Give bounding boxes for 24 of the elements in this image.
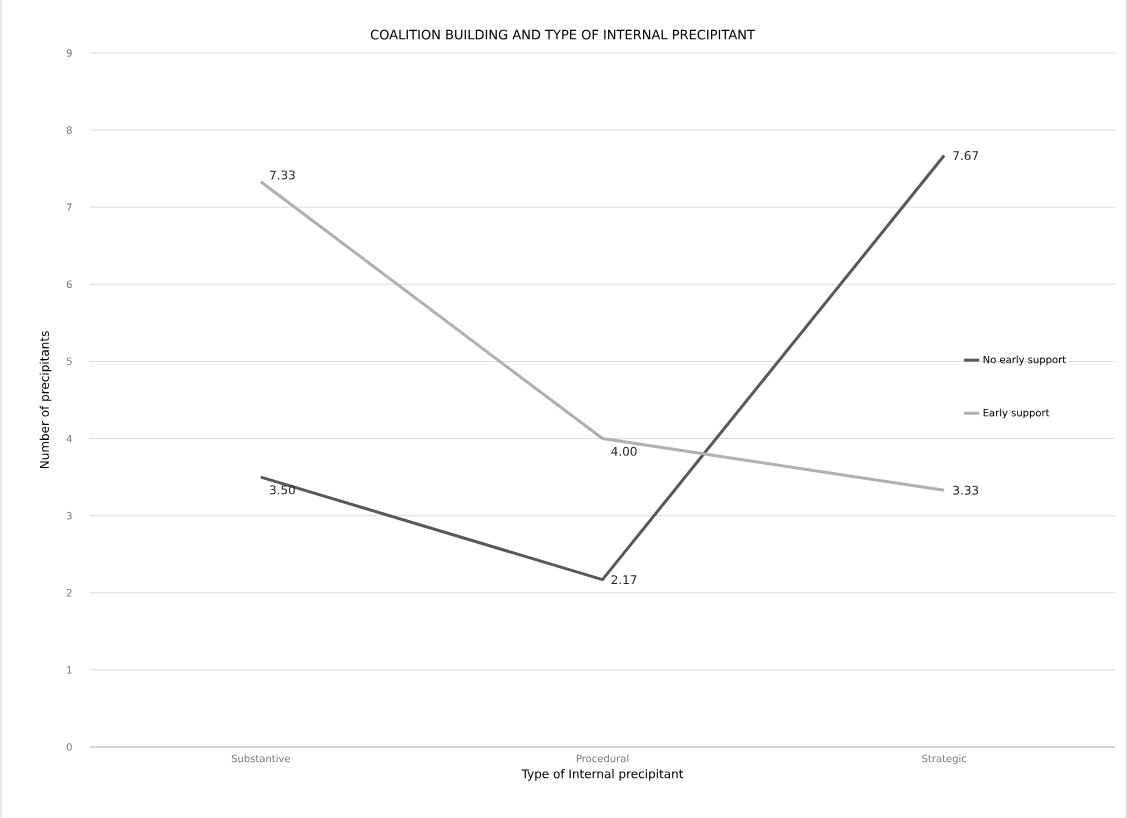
data-label: 3.33 [953,485,979,495]
x-tick-label: Substantive [231,754,291,763]
y-axis-title: Number of precipitants [39,331,52,469]
y-tick-label: 0 [66,743,72,751]
y-tick-label: 2 [66,589,72,597]
y-tick-label: 5 [66,357,72,366]
data-label: 2.17 [611,575,637,585]
y-tick-label: 9 [66,49,72,57]
data-label: 4.00 [611,446,637,456]
x-axis-title: Type of Internal precipitant [521,769,684,781]
y-tick-label: 3 [66,511,72,520]
x-tick-label: Strategic [922,754,967,765]
x-tick-label: Procedural [576,754,629,763]
data-label: 7.33 [270,170,295,180]
y-tick-label: 1 [67,666,72,674]
y-tick-label: 4 [66,434,72,443]
legend-label: No early support [983,355,1066,366]
data-label: 7.67 [953,151,979,161]
legend-label: Early support [983,408,1050,419]
y-tick-label: 8 [66,126,72,134]
y-tick-label: 6 [66,280,72,289]
data-label: 3.50 [269,485,295,495]
y-tick-label: 7 [66,203,72,211]
chart-title: COALITION BUILDING AND TYPE OF INTERNAL PRECIPITANT [370,29,755,40]
